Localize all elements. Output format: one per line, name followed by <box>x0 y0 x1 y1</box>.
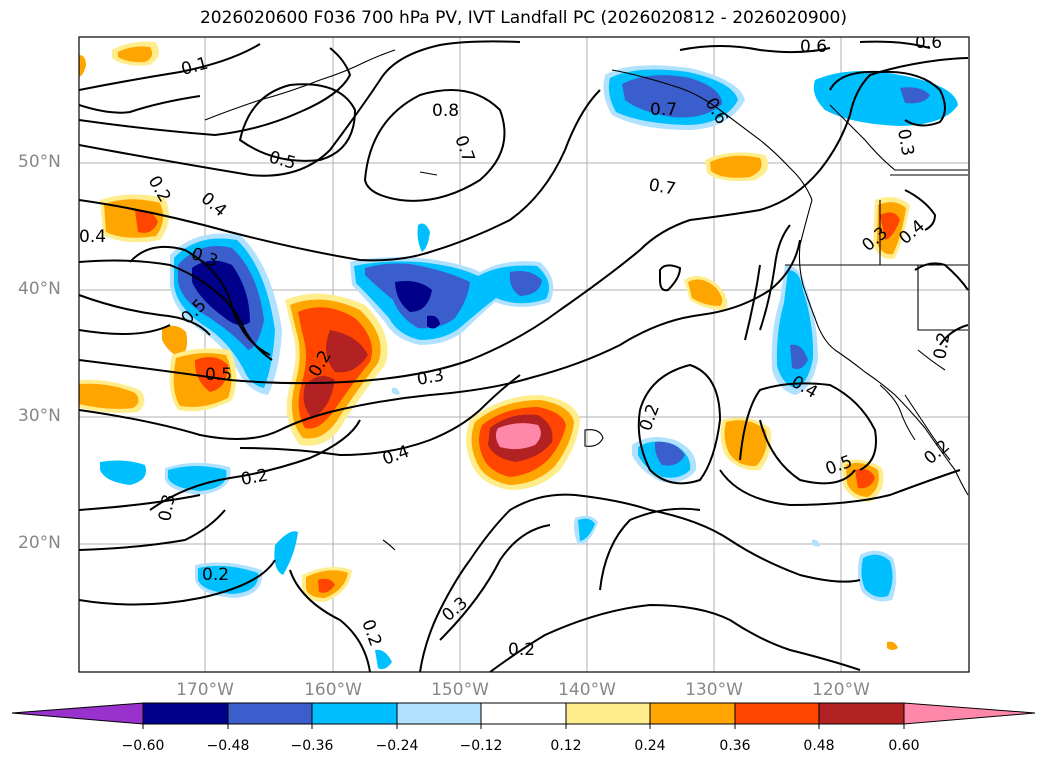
lon-label-150w: 150°W <box>431 680 489 700</box>
colorbar-tick-label: 0.36 <box>719 738 751 754</box>
pv-contours <box>79 40 969 672</box>
colorbar-extend-max <box>903 702 1036 725</box>
contour-label-30: 0.5 <box>205 365 232 385</box>
colorbar-tick-label: 0.12 <box>550 738 582 754</box>
colorbar-tick-label: −0.60 <box>121 738 165 754</box>
contour-label-13: 0.4 <box>79 227 106 247</box>
contour-label-31: 0.2 <box>930 331 954 361</box>
colorbar-tick-label: −0.36 <box>290 738 334 754</box>
plot-area: 0.1 0.6 0.6 0.8 0.7 0.5 0.7 0.6 0.7 0.3 … <box>79 33 969 672</box>
contour-label-24: 0.3 <box>155 493 179 523</box>
colorbar-bin-2 <box>227 702 313 725</box>
colorbar-bin-6 <box>565 702 651 725</box>
contour-label-2: 0.6 <box>800 37 827 57</box>
colorbar-bin-9 <box>818 702 905 725</box>
contour-label-4: 0.8 <box>432 101 459 121</box>
lon-label-170w: 170°W <box>176 680 234 700</box>
lat-label-40n: 40°N <box>18 279 61 299</box>
contour-label-22: 0.2 <box>239 466 269 490</box>
contour-label-17: 0.3 <box>415 366 445 390</box>
coastlines <box>204 49 969 551</box>
plot-frame <box>78 36 970 673</box>
colorbar-bin-8 <box>734 702 820 725</box>
colorbar-tick-label: 0.24 <box>634 738 666 754</box>
contour-label-9: 0.7 <box>647 175 677 199</box>
contour-label-3: 0.6 <box>915 33 942 53</box>
colorbar-tick-label: −0.12 <box>459 738 503 754</box>
colorbar-extend-min <box>11 702 144 725</box>
lat-label-50n: 50°N <box>18 152 61 172</box>
lon-label-160w: 160°W <box>304 680 362 700</box>
lat-label-30n: 30°N <box>18 406 61 426</box>
contour-label-7: 0.7 <box>650 100 677 120</box>
colorbar-bin-3 <box>311 702 398 725</box>
colorbar-bin-5 <box>480 702 567 725</box>
lon-label-120w: 120°W <box>812 680 870 700</box>
anomaly-fills <box>79 41 958 670</box>
colorbar-tick-label: 0.48 <box>803 738 835 754</box>
colorbar-bin-7 <box>649 702 736 725</box>
contour-label-28: 0.2 <box>202 565 229 585</box>
lon-label-130w: 130°W <box>685 680 743 700</box>
map-title: 2026020600 F036 700 hPa PV, IVT Landfall… <box>199 8 847 28</box>
colorbar <box>11 702 1036 729</box>
lon-label-140w: 140°W <box>558 680 616 700</box>
colorbar-tick-label: 0.60 <box>888 738 920 754</box>
colorbar-bin-1 <box>142 702 229 725</box>
colorbar-bin-4 <box>396 702 482 725</box>
colorbar-tick-label: −0.48 <box>206 738 250 754</box>
contour-label-10: 0.3 <box>893 127 917 157</box>
lat-label-20n: 20°N <box>18 533 61 553</box>
colorbar-tick-label: −0.24 <box>375 738 419 754</box>
contour-label-27: 0.2 <box>508 640 535 660</box>
